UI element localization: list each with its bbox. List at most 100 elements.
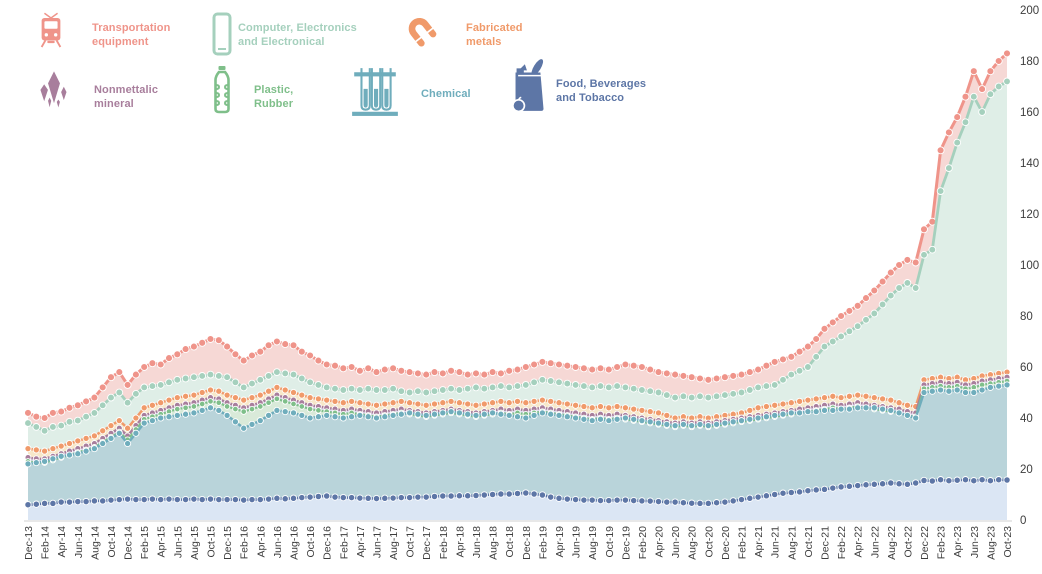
x-axis-tick-label: Dec-16 xyxy=(322,526,334,560)
data-point xyxy=(74,497,82,506)
data-point xyxy=(696,499,704,508)
data-point xyxy=(198,495,206,504)
data-point xyxy=(837,394,845,402)
data-point xyxy=(157,414,165,422)
data-point xyxy=(762,382,771,390)
data-point xyxy=(837,405,845,413)
data-point xyxy=(961,92,970,101)
data-point xyxy=(289,388,298,397)
chart-legend: Transportation equipment Computer, Elect… xyxy=(0,0,700,130)
data-point xyxy=(497,382,505,390)
bottle-icon xyxy=(214,66,230,114)
data-point xyxy=(331,361,339,370)
legend-label-transportation-equipment: Transportation equipment xyxy=(92,22,171,49)
data-point xyxy=(978,386,986,394)
data-point xyxy=(281,369,290,378)
data-point xyxy=(878,480,887,488)
data-point xyxy=(928,387,936,395)
data-point xyxy=(630,415,638,423)
data-point xyxy=(157,399,165,407)
y-axis-tick-label: 120 xyxy=(1020,209,1039,221)
data-point xyxy=(214,336,223,345)
x-axis-tick-label: Jun-15 xyxy=(172,526,184,558)
data-point xyxy=(355,366,364,375)
x-axis-tick-label: Oct-18 xyxy=(504,526,516,558)
data-point xyxy=(986,90,995,99)
data-point xyxy=(928,477,936,485)
data-point xyxy=(348,413,356,421)
data-point xyxy=(148,417,156,425)
data-point xyxy=(306,405,314,413)
data-point xyxy=(231,378,240,387)
data-point xyxy=(845,306,854,315)
data-point xyxy=(596,496,605,505)
data-point xyxy=(32,459,40,467)
data-point xyxy=(57,498,65,506)
data-point xyxy=(232,405,239,413)
x-axis-tick-label: Apr-14 xyxy=(56,526,68,558)
data-point xyxy=(24,460,32,468)
data-point xyxy=(638,497,646,505)
data-point xyxy=(132,495,140,504)
data-point xyxy=(505,490,513,498)
x-axis-tick-label: Dec-21 xyxy=(820,526,832,560)
data-point xyxy=(206,335,215,343)
x-axis-tick-label: Dec-13 xyxy=(23,526,35,560)
data-point xyxy=(671,393,679,402)
data-point xyxy=(57,442,65,450)
data-point xyxy=(356,386,364,394)
data-point xyxy=(862,392,870,400)
data-point xyxy=(198,406,206,414)
data-point xyxy=(953,386,961,394)
data-point xyxy=(828,337,837,346)
data-point xyxy=(522,399,530,407)
data-point xyxy=(82,412,90,421)
data-point xyxy=(98,383,107,392)
data-point xyxy=(870,309,879,318)
data-point xyxy=(630,405,638,413)
data-point xyxy=(796,409,804,417)
data-point xyxy=(721,498,729,506)
data-point xyxy=(787,399,795,407)
data-point xyxy=(480,370,489,379)
data-point xyxy=(970,388,978,397)
data-point xyxy=(264,341,273,350)
x-axis-tick-label: Oct-16 xyxy=(305,526,317,558)
data-point xyxy=(820,324,829,333)
data-point xyxy=(298,391,306,399)
data-point xyxy=(530,490,538,498)
data-point xyxy=(978,108,986,116)
data-point xyxy=(289,409,298,417)
data-point xyxy=(513,382,522,390)
data-point xyxy=(107,434,115,442)
data-point xyxy=(696,374,704,383)
series-area xyxy=(28,479,1007,520)
x-axis-tick-label: Aug-15 xyxy=(189,526,201,560)
data-point xyxy=(862,481,870,489)
data-point xyxy=(107,373,115,382)
data-point xyxy=(712,374,721,383)
data-point xyxy=(430,410,439,418)
data-point xyxy=(547,493,555,501)
data-point xyxy=(314,395,322,403)
data-point xyxy=(721,419,729,427)
data-point xyxy=(679,499,688,507)
data-point xyxy=(937,386,945,394)
data-point xyxy=(430,387,439,396)
data-point xyxy=(629,361,638,370)
data-point xyxy=(397,387,406,396)
data-point xyxy=(298,411,306,419)
data-point xyxy=(265,399,272,406)
x-axis-tick-label: Feb-23 xyxy=(936,526,948,559)
data-point xyxy=(770,381,779,389)
smartphone-icon xyxy=(212,12,232,56)
data-point xyxy=(912,479,920,487)
data-point xyxy=(936,187,945,195)
data-point xyxy=(265,387,273,395)
data-point xyxy=(521,363,530,371)
data-point xyxy=(32,423,41,431)
x-axis-tick-label: Apr-20 xyxy=(654,526,666,558)
data-point xyxy=(721,391,729,399)
data-point xyxy=(389,399,397,407)
legend-label-fabricated-metals: Fabricated metals xyxy=(466,22,523,49)
